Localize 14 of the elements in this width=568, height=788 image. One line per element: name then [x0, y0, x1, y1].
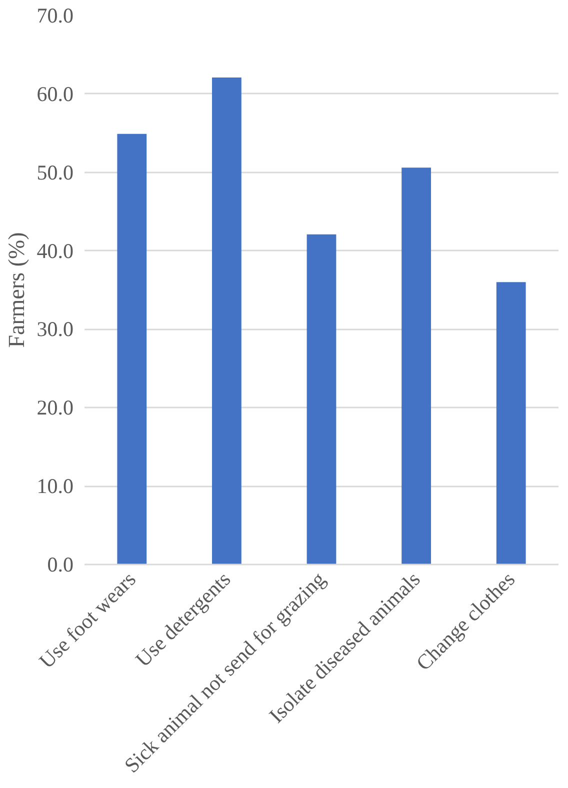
y-tick-label: 40.0: [36, 238, 74, 263]
bar: [306, 234, 336, 564]
y-tick-label: 60.0: [36, 82, 74, 106]
bar: [402, 168, 431, 564]
y-tick-label: 50.0: [36, 160, 74, 184]
bar: [496, 282, 526, 564]
bar: [212, 77, 242, 564]
y-axis-title: Farmers (%): [4, 232, 29, 348]
y-tick-label: 30.0: [36, 317, 74, 342]
y-tick-label: 20.0: [36, 396, 74, 420]
bar: [117, 134, 147, 564]
y-tick-label: 70.0: [36, 4, 74, 28]
y-tick-label: 10.0: [36, 474, 74, 498]
y-tick-label: 0.0: [47, 552, 74, 576]
